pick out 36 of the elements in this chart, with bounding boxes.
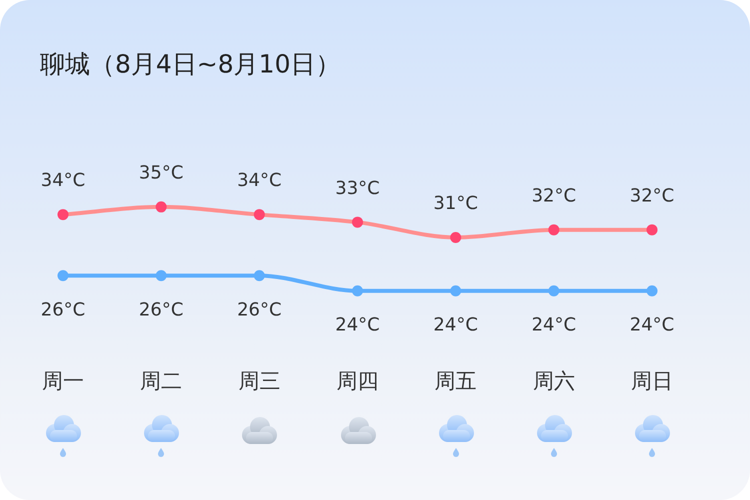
point xyxy=(352,216,363,228)
point xyxy=(548,224,560,236)
data-label: 32°C xyxy=(630,185,674,206)
point xyxy=(352,285,363,296)
data-label: 24°C xyxy=(433,314,478,336)
data-label: 24°C xyxy=(335,314,380,336)
data-label: 26°C xyxy=(138,299,184,320)
point xyxy=(450,285,462,296)
point xyxy=(58,209,68,220)
point xyxy=(646,224,658,236)
point xyxy=(646,285,658,296)
x-tick-label: 周二 xyxy=(140,368,182,393)
point xyxy=(156,270,167,282)
data-label: 24°C xyxy=(630,314,674,336)
x-tick-label: 周日 xyxy=(631,368,673,393)
point xyxy=(450,232,462,243)
x-tick-label: 周一 xyxy=(42,368,84,393)
data-label: 35°C xyxy=(138,162,184,184)
point xyxy=(548,285,560,296)
chart-title: 聊城（8月4日~8月10日） xyxy=(40,50,340,78)
point xyxy=(156,201,167,212)
data-label: 32°C xyxy=(532,185,576,206)
x-tick-label: 周六 xyxy=(532,368,575,393)
point xyxy=(254,270,265,282)
point xyxy=(254,209,265,220)
x-tick-label: 周三 xyxy=(238,368,280,393)
data-label: 24°C xyxy=(532,314,576,336)
data-label: 26°C xyxy=(237,299,282,320)
data-label: 26°C xyxy=(40,299,86,320)
data-label: 33°C xyxy=(335,178,380,199)
x-tick-label: 周五 xyxy=(434,368,477,393)
x-tick-label: 周四 xyxy=(336,368,378,393)
point xyxy=(58,270,68,282)
data-label: 31°C xyxy=(433,193,478,214)
data-label: 34°C xyxy=(40,170,86,192)
data-label: 34°C xyxy=(237,170,282,192)
